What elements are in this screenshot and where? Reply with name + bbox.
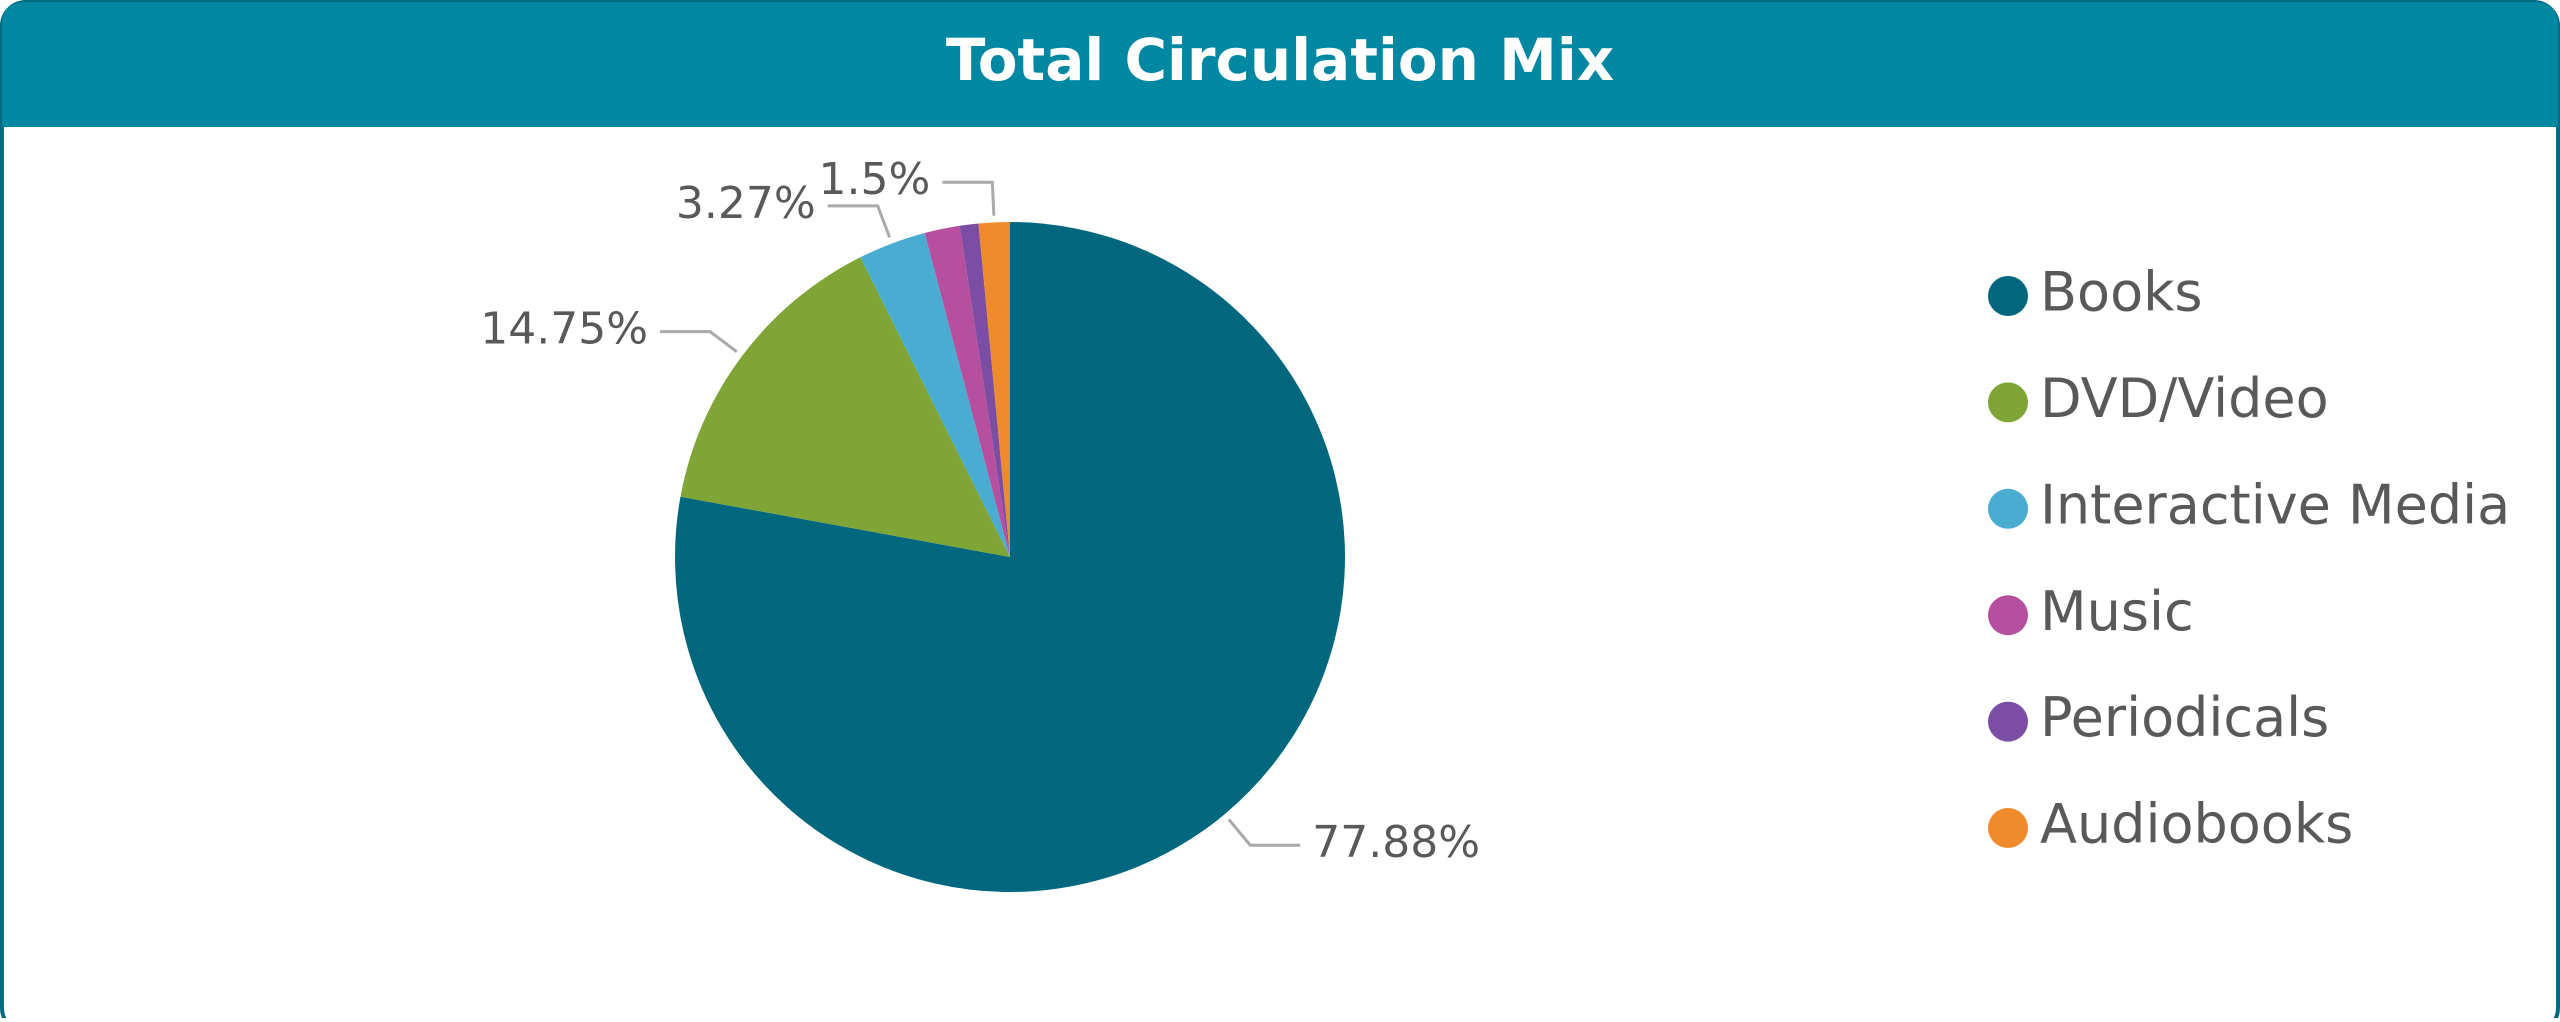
legend-marker xyxy=(1988,701,2028,742)
legend-label: Music xyxy=(2040,580,2194,643)
data-label: 3.27% xyxy=(676,178,816,229)
pie-slice xyxy=(860,233,1010,557)
legend-marker xyxy=(1988,488,2028,529)
data-label: 14.75% xyxy=(480,304,648,355)
legend-label: DVD/Video xyxy=(2040,367,2329,430)
pie-slice xyxy=(978,222,1010,557)
legend-label: Periodicals xyxy=(2040,686,2329,749)
legend-marker xyxy=(1988,595,2028,636)
pie-slice xyxy=(680,257,1010,557)
legend-marker xyxy=(1988,276,2028,316)
legend-label: Audiobooks xyxy=(2040,793,2353,856)
legend-label: Interactive Media xyxy=(2040,473,2510,536)
legend-marker xyxy=(1988,382,2028,423)
leader-line xyxy=(1227,818,1301,847)
header xyxy=(2,2,2558,127)
data-label: 1.5% xyxy=(819,154,931,205)
leader-line xyxy=(942,180,996,216)
data-label: 77.88% xyxy=(1312,817,1480,868)
chart-title: Total Circulation Mix xyxy=(946,26,1614,94)
pie-slice xyxy=(959,223,1010,557)
leader-line xyxy=(660,330,738,353)
legend-marker xyxy=(1988,808,2028,848)
leader-line xyxy=(827,204,891,238)
pie-slice xyxy=(924,225,1010,557)
legend-label: Books xyxy=(2040,261,2203,324)
